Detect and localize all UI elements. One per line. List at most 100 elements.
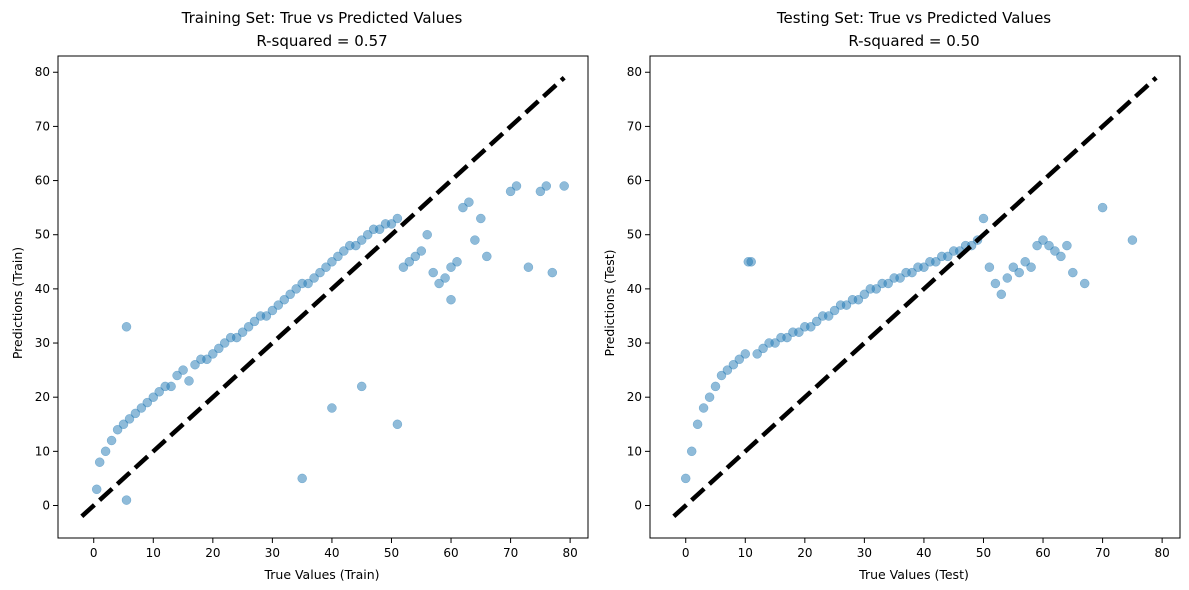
train-data-point	[446, 262, 456, 272]
train-x-tick-label: 80	[562, 546, 577, 560]
train-y-tick-label: 40	[35, 282, 50, 296]
train-x-tick-label: 10	[146, 546, 161, 560]
train-points	[91, 181, 569, 505]
train-data-point	[356, 235, 367, 245]
test-data-point	[752, 349, 762, 359]
train-data-point	[303, 278, 313, 289]
train-data-point	[362, 229, 373, 240]
test-plot-frame	[649, 55, 1181, 539]
test-x-tick-label: 10	[738, 546, 753, 560]
test-data-point	[782, 332, 792, 343]
test-data-point	[704, 392, 715, 402]
train-data-point	[291, 284, 301, 294]
train-data-point	[339, 246, 349, 256]
train-data-point	[309, 273, 319, 283]
test-data-point	[710, 381, 721, 392]
train-data-point	[106, 435, 117, 446]
test-data-point	[722, 365, 733, 375]
test-data-point	[996, 289, 1007, 300]
train-y-tick-label: 0	[42, 499, 50, 513]
test-data-point	[692, 419, 703, 430]
train-data-point	[154, 387, 164, 397]
train-data-point	[386, 219, 397, 229]
train-data-point	[273, 300, 284, 310]
test-data-point	[829, 305, 840, 316]
test-y-tick-label: 60	[627, 174, 642, 188]
train-data-point	[279, 294, 290, 305]
train-chart-subtitle: R-squared = 0.57	[256, 32, 387, 50]
train-x-tick-label: 60	[443, 546, 458, 560]
train-y-tick-label: 30	[35, 336, 50, 350]
train-data-point	[434, 278, 444, 289]
test-data-point	[978, 213, 989, 224]
train-data-point	[333, 251, 343, 262]
test-data-point	[770, 338, 780, 348]
train-reference-line	[80, 75, 566, 519]
test-x-tick-label: 40	[916, 546, 931, 560]
test-data-point	[919, 262, 929, 272]
test-y-axis-label: Predictions (Test)	[602, 250, 617, 357]
test-data-point	[1044, 240, 1054, 251]
train-x-tick-label: 40	[324, 546, 339, 560]
train-data-point	[130, 408, 141, 419]
train-y-tick-label: 70	[35, 119, 50, 133]
train-data-point	[297, 473, 307, 484]
test-data-point	[1014, 267, 1024, 278]
test-data-point	[853, 294, 864, 305]
test-data-point	[1056, 251, 1066, 262]
train-data-point	[505, 186, 516, 197]
train-data-point	[422, 229, 432, 240]
test-x-tick-label: 60	[1035, 546, 1050, 560]
train-data-point	[458, 202, 468, 213]
train-data-point	[118, 419, 129, 430]
train-data-point	[190, 359, 200, 370]
test-plot-area: 0 10 20 30 40 50 60 70 80 0 10 20 30 40 50 60 70 80	[627, 55, 1181, 560]
test-data-point	[943, 251, 953, 262]
train-data-point	[112, 424, 123, 435]
train-data-point	[476, 213, 486, 224]
train-y-axis-label: Predictions (Train)	[10, 247, 25, 359]
test-y-tick-label: 20	[627, 390, 642, 404]
test-y-tick-label: 80	[627, 65, 642, 79]
train-data-point	[243, 322, 254, 332]
test-data-point	[984, 262, 995, 272]
train-data-point	[148, 392, 159, 402]
train-data-point	[446, 294, 456, 305]
test-x-tick-label: 30	[857, 546, 872, 560]
train-data-point	[356, 381, 367, 392]
test-data-point	[990, 278, 1001, 289]
test-data-point	[871, 284, 882, 294]
train-data-point	[237, 327, 248, 337]
train-data-point	[327, 403, 337, 413]
test-data-point	[1068, 267, 1078, 278]
train-data-point	[464, 197, 474, 207]
train-data-point	[470, 235, 480, 245]
train-plot-area: 0 10 20 30 40 50 60 70 80 0 10 20 30 40 50 60 70 80	[35, 55, 589, 560]
test-data-point	[811, 316, 822, 327]
train-data-point	[184, 376, 194, 386]
train-data-point	[404, 257, 415, 267]
train-data-point	[121, 495, 132, 505]
train-data-point	[208, 349, 218, 359]
test-x-tick-label: 20	[797, 546, 812, 560]
test-y-tick-label: 40	[627, 282, 642, 296]
train-data-point	[392, 419, 403, 430]
test-data-point	[1038, 235, 1048, 245]
test-data-point	[859, 289, 870, 300]
train-x-tick-label: 20	[205, 546, 220, 560]
test-y-tick-label: 10	[627, 444, 642, 458]
train-y-tick-label: 80	[35, 65, 50, 79]
test-chart-title: Testing Set: True vs Predicted Values	[776, 9, 1051, 27]
train-y-tick-label: 10	[35, 444, 50, 458]
train-data-point	[416, 246, 427, 256]
test-y-tick-label: 30	[627, 336, 642, 350]
test-data-point	[1079, 278, 1090, 289]
test-data-point	[728, 359, 739, 370]
test-data-point	[716, 370, 727, 381]
train-x-tick-label: 50	[384, 546, 399, 560]
train-y-tick-label: 20	[35, 390, 50, 404]
test-data-point	[1062, 240, 1072, 251]
train-data-point	[231, 332, 242, 343]
test-x-axis-label: True Values (Test)	[858, 567, 969, 582]
